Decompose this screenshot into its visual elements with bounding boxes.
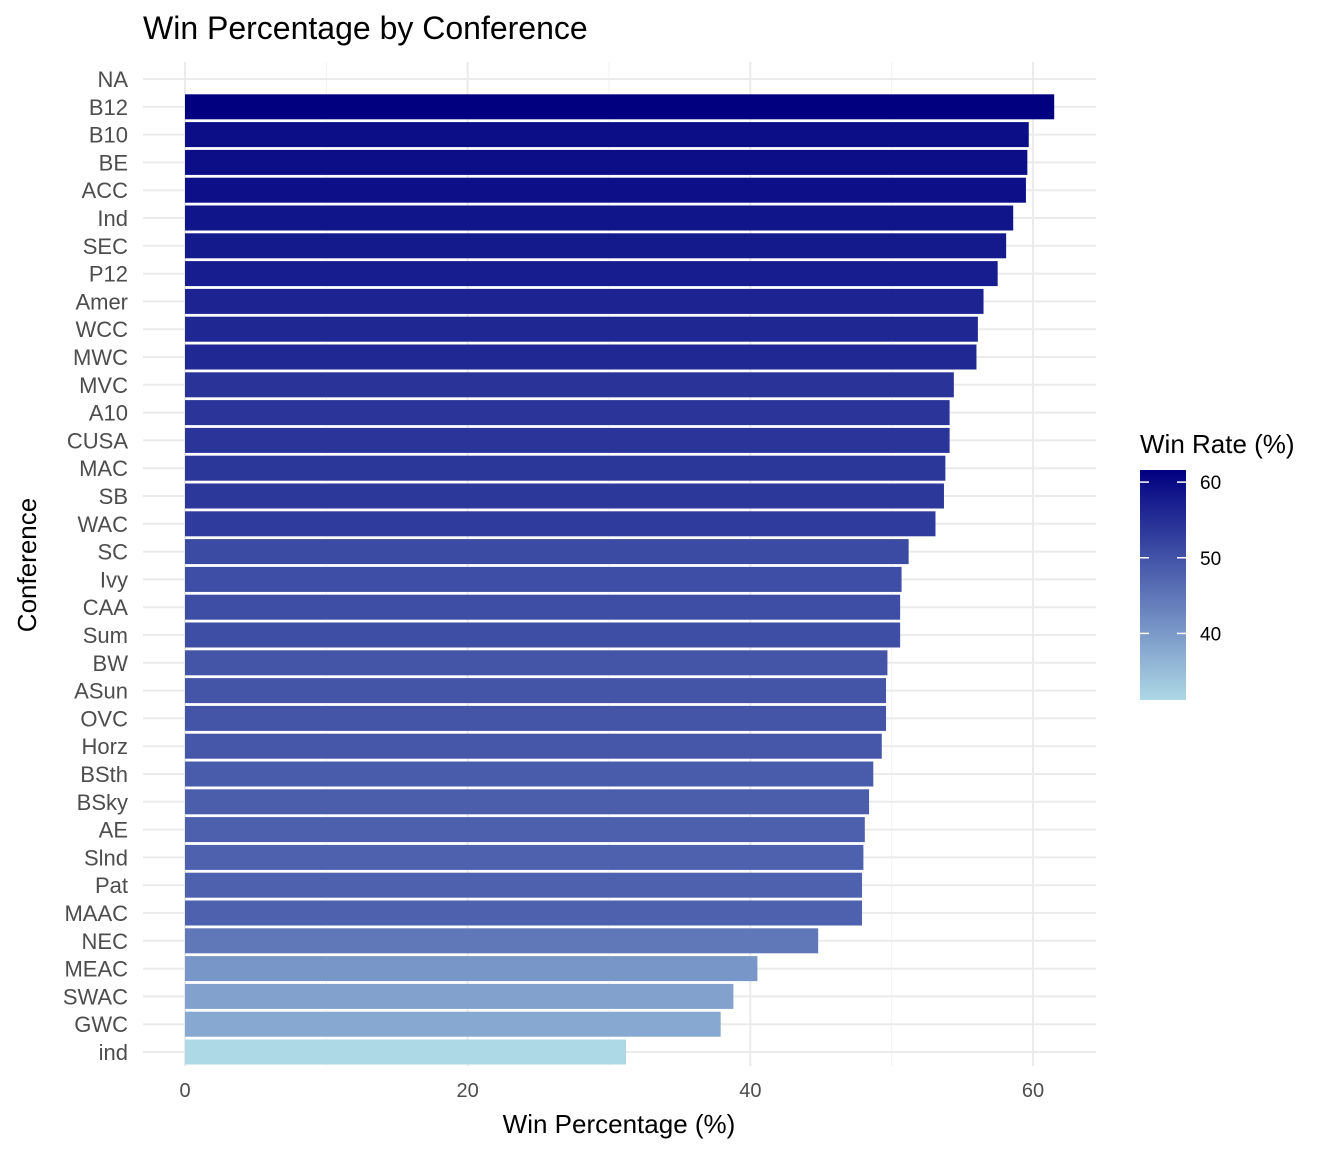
y-tick-label: NA xyxy=(97,67,128,92)
bar-NEC xyxy=(185,928,819,954)
y-tick-label: Pat xyxy=(95,873,128,898)
bar-Ivy xyxy=(185,566,902,592)
x-tick-label: 40 xyxy=(739,1080,761,1102)
bar-MVC xyxy=(185,372,954,398)
legend-tick-label: 60 xyxy=(1200,473,1221,494)
y-tick-label: MAAC xyxy=(64,901,128,926)
legend-tick-label: 50 xyxy=(1200,549,1221,570)
x-tick-label: 60 xyxy=(1022,1080,1044,1102)
bar-MAAC xyxy=(185,900,862,926)
y-tick-label: GWC xyxy=(74,1012,128,1037)
bar-Sum xyxy=(185,622,901,648)
y-tick-label: CAA xyxy=(83,595,129,620)
bar-BW xyxy=(185,650,888,676)
y-tick-label: Amer xyxy=(75,289,128,314)
y-tick-label: AE xyxy=(99,818,128,843)
bar-B10 xyxy=(185,122,1029,148)
y-tick-label: MWC xyxy=(73,345,128,370)
chart-title: Win Percentage by Conference xyxy=(143,10,588,46)
y-tick-label: BSky xyxy=(77,790,128,815)
y-tick-label: CUSA xyxy=(67,428,128,453)
y-tick-label: MAC xyxy=(79,456,128,481)
bar-Ind xyxy=(185,205,1014,231)
bar-Slnd xyxy=(185,844,864,870)
bar-SB xyxy=(185,483,944,509)
y-tick-label: WCC xyxy=(75,317,128,342)
y-tick-label: B12 xyxy=(89,95,128,120)
bar-OVC xyxy=(185,705,887,731)
y-tick-label: Horz xyxy=(82,734,128,759)
y-tick-label: ind xyxy=(99,1040,128,1065)
y-tick-label: P12 xyxy=(89,262,128,287)
legend-title: Win Rate (%) xyxy=(1140,429,1295,459)
bar-Horz xyxy=(185,733,882,759)
bar-BSky xyxy=(185,789,870,815)
bar-GWC xyxy=(185,1011,721,1037)
bar-ACC xyxy=(185,177,1026,203)
bar-CUSA xyxy=(185,427,950,453)
bar-WCC xyxy=(185,316,978,342)
bar-MWC xyxy=(185,344,977,370)
legend-colorbar xyxy=(1140,470,1186,700)
bars xyxy=(185,94,1055,1065)
x-tick-label: 0 xyxy=(179,1080,190,1102)
bar-CAA xyxy=(185,594,901,620)
bar-BE xyxy=(185,149,1028,175)
bar-SWAC xyxy=(185,983,734,1009)
legend: Win Rate (%) 40 50 60 xyxy=(1140,429,1295,700)
bar-WAC xyxy=(185,511,936,537)
x-tick-label: 20 xyxy=(457,1080,479,1102)
bar-Pat xyxy=(185,872,862,898)
y-tick-label: MVC xyxy=(79,373,128,398)
y-tick-label: BE xyxy=(99,150,128,175)
bar-SC xyxy=(185,539,909,565)
bar-AE xyxy=(185,817,865,843)
y-tick-label: ASun xyxy=(74,679,128,704)
legend-tick-label: 40 xyxy=(1200,624,1221,645)
x-tick-labels: 0 20 40 60 xyxy=(179,1080,1044,1102)
y-tick-label: WAC xyxy=(77,512,128,537)
y-tick-label: NEC xyxy=(82,929,129,954)
bar-ASun xyxy=(185,678,887,704)
y-tick-label: A10 xyxy=(89,401,128,426)
bar-MAC xyxy=(185,455,946,481)
bar-Amer xyxy=(185,288,984,314)
y-axis-title: Conference xyxy=(12,498,42,632)
x-axis-title: Win Percentage (%) xyxy=(503,1109,736,1139)
bar-SEC xyxy=(185,233,1007,259)
bar-ind xyxy=(185,1039,626,1065)
y-tick-label: BSth xyxy=(80,762,128,787)
y-tick-label: ACC xyxy=(82,178,129,203)
y-tick-label: B10 xyxy=(89,123,128,148)
y-tick-label: Slnd xyxy=(84,845,128,870)
y-tick-label: Sum xyxy=(83,623,128,648)
bar-B12 xyxy=(185,94,1055,120)
legend-ticks: 40 50 60 xyxy=(1140,473,1221,645)
y-tick-label: BW xyxy=(93,651,129,676)
y-tick-label: OVC xyxy=(80,706,128,731)
y-tick-label: SB xyxy=(99,484,128,509)
bar-P12 xyxy=(185,261,998,287)
y-tick-label: SEC xyxy=(83,234,128,259)
bar-MEAC xyxy=(185,956,758,982)
bar-A10 xyxy=(185,400,950,426)
y-tick-label: Ind xyxy=(97,206,128,231)
y-tick-label: Ivy xyxy=(100,567,128,592)
bar-BSth xyxy=(185,761,874,787)
y-tick-label: MEAC xyxy=(64,957,128,982)
y-tick-label: SC xyxy=(97,540,128,565)
y-tick-label: SWAC xyxy=(63,984,128,1009)
